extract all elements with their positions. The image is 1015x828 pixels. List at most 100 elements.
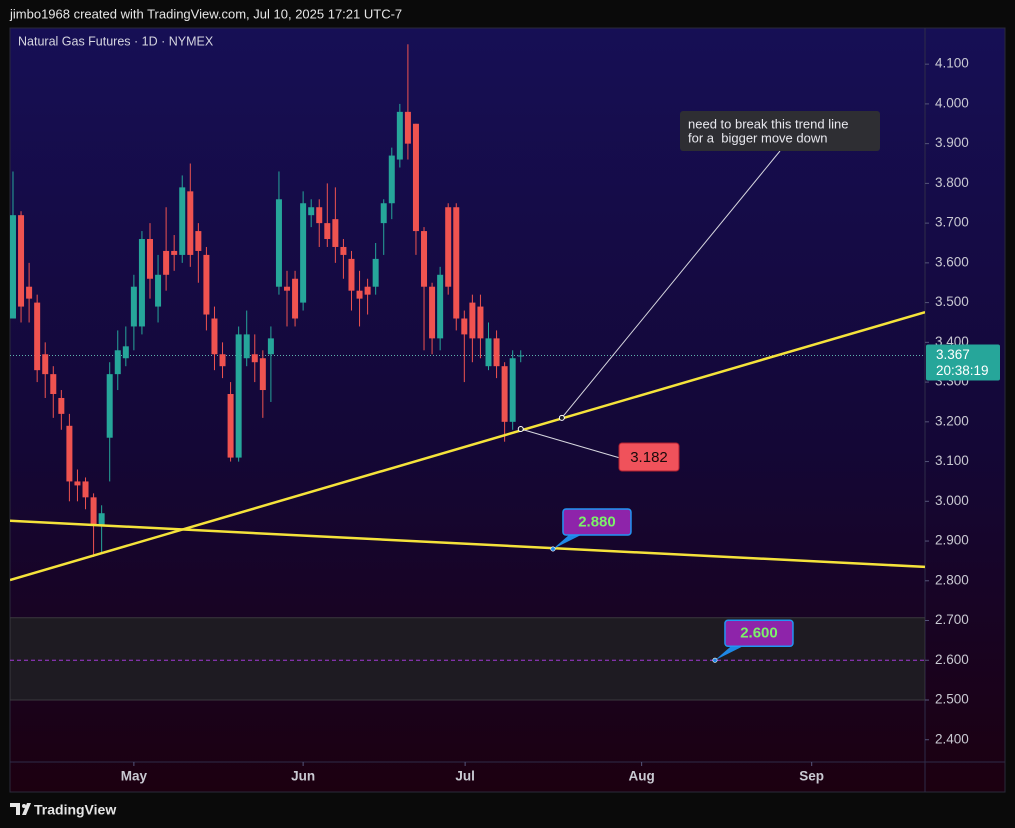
axes: 2.400 2.500 2.600 2.700 2.800 2.900 3.000 3.100… [121,56,969,784]
candle-body [203,254,210,315]
candle-body [485,338,492,367]
callout-box [562,508,632,536]
candle-body [356,290,363,299]
countdown-label: 20:38:19 [936,363,989,378]
logo-dot [22,804,26,808]
candle-body [267,338,274,355]
candle-body [171,250,178,255]
header-text: jimbo1968 created with TradingView.com, … [9,6,402,21]
candle-body [284,286,291,291]
candle-body [388,155,395,204]
note-text: for a bigger move down [688,130,827,145]
y-tick-label: 2.900 [935,533,969,548]
candle-body [292,278,299,319]
candle-body [179,187,186,255]
candle-body [501,366,508,422]
candle-body [372,258,379,287]
y-tick-label: 2.400 [935,731,969,746]
note-box [680,111,880,151]
candle-body [509,358,516,422]
candle-body [477,306,484,339]
candle-body [10,215,16,319]
plot-area [10,44,925,701]
y-tick-label: 2.700 [935,612,969,627]
y-tick-label: 3.100 [935,453,969,468]
candle-body [211,318,218,355]
candle-body [42,354,49,375]
symbol-title: Natural Gas Futures · 1D · NYMEX [18,34,214,48]
candle-body [275,199,282,287]
candle-body [364,286,371,295]
candle-body [340,246,347,255]
callout-label: 2.600 [740,625,778,642]
trend-line [10,310,925,582]
callout-label: 3.182 [630,449,668,466]
candle-body [106,374,113,438]
candle-body [332,219,339,247]
callout-anchor [712,657,718,663]
x-tick-label: Sep [799,769,824,784]
candle-body [114,350,121,375]
callout-pointer [552,534,581,549]
candle-body [26,286,33,299]
x-tick-label: Aug [629,769,655,784]
candle-body [429,286,436,339]
candle-body [259,358,266,391]
candle-body [461,318,468,335]
candle-body [155,274,162,307]
candle-body [493,338,500,367]
candle-body [66,425,73,482]
y-tick-label: 3.700 [935,215,969,230]
candle-body [163,250,170,275]
note-anchor [558,414,565,421]
candle-body [195,231,202,251]
y-tick-label: 3.500 [935,294,969,309]
candle-body [18,215,25,307]
candle-body [324,223,331,240]
candle-body [251,354,258,363]
candle-body [50,374,57,395]
candle-body [235,334,242,458]
last-price-box [926,344,1000,381]
trend-line [10,519,925,569]
callout-label: 2.880 [578,513,616,530]
callout-anchor [550,546,556,552]
y-tick-label: 3.000 [935,493,969,508]
x-tick-label: May [121,769,148,784]
callout-pointer [714,646,743,661]
candle-body [421,231,428,287]
candle-body [122,346,129,359]
candle-body [412,123,419,232]
candle-body [316,207,323,224]
candle-body [404,111,411,144]
note-text: need to break this trend line [688,116,848,131]
candle-body [517,355,524,357]
candle-body [146,239,153,279]
candle-body [82,481,89,498]
candle-body [396,111,403,160]
candle-body [445,207,452,287]
candle-body [348,258,355,291]
x-tick-label: Jul [455,769,475,784]
candle-body [187,191,194,255]
candle-body [243,334,250,359]
candle-body [90,497,97,526]
candle-body [58,397,65,414]
x-tick-label: Jun [291,769,315,784]
note-connector [561,150,781,419]
candle-body [98,513,105,526]
candle-body [219,354,226,367]
callout-anchor [517,425,524,432]
y-tick-label: 2.500 [935,692,969,707]
y-tick-label: 3.800 [935,175,969,190]
candle-body [138,239,145,327]
y-tick-label: 3.900 [935,135,969,150]
candle-body [74,481,81,486]
y-tick-label: 4.000 [935,95,969,110]
candle-body [469,302,476,339]
candle-body [437,274,444,339]
y-tick-label: 2.600 [935,652,969,667]
callout-box [618,442,680,472]
